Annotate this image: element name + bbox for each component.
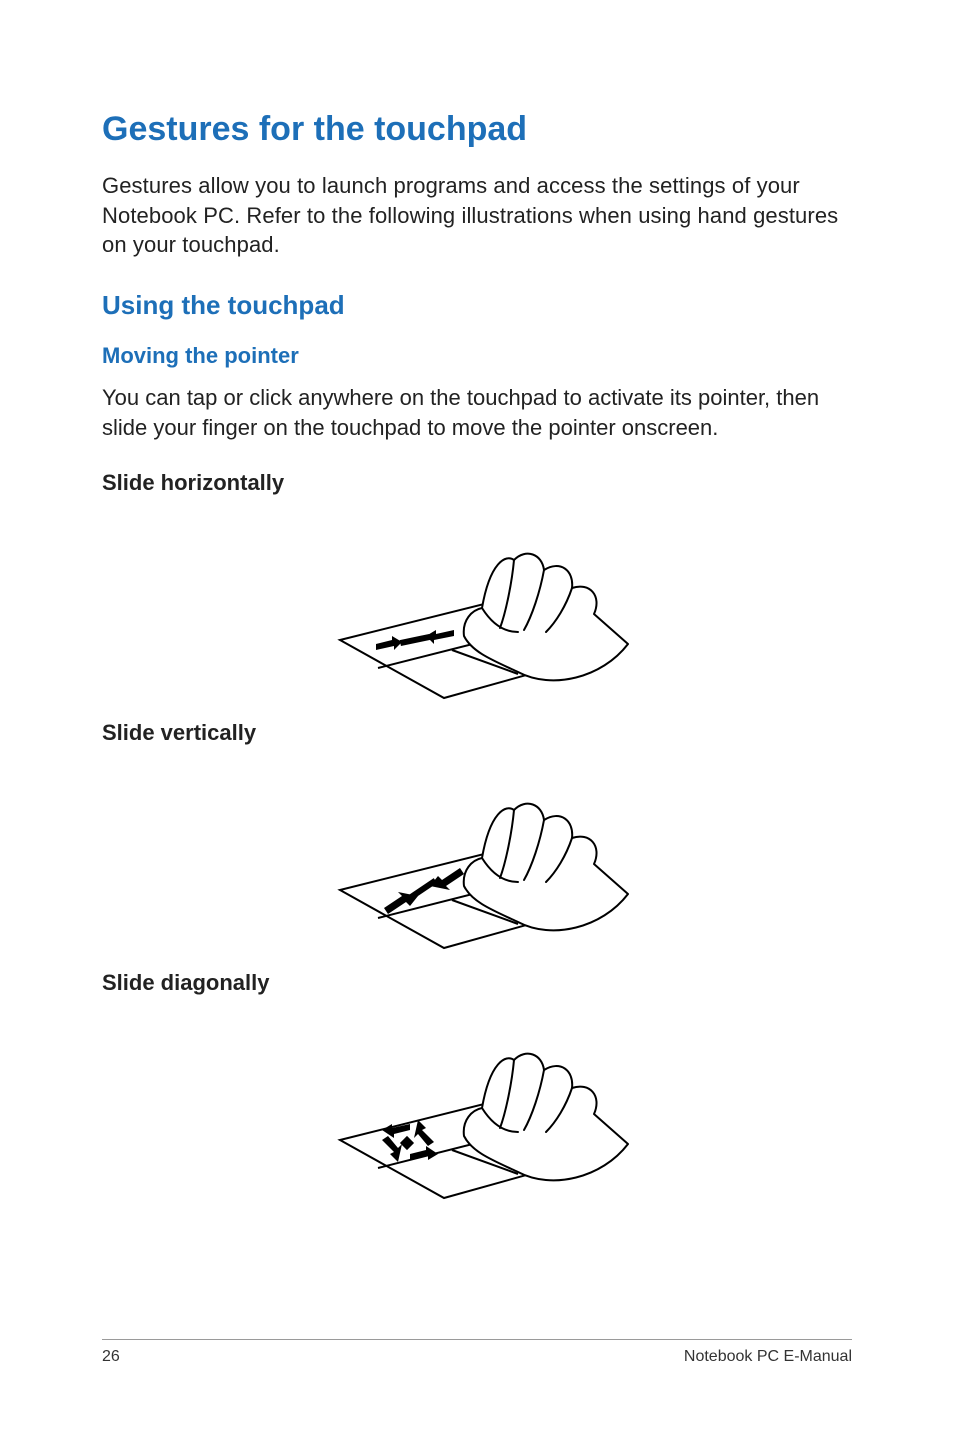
subsection-body: You can tap or click anywhere on the tou… [102,383,852,442]
gesture-vertical-illustration [322,752,632,952]
gesture-vertical-label: Slide vertically [102,720,852,746]
page-title: Gestures for the touchpad [102,110,852,149]
gesture-vertical: Slide vertically [102,720,852,952]
gesture-horizontal-illustration [322,502,632,702]
doc-title-footer: Notebook PC E-Manual [684,1348,852,1366]
gesture-diagonal-label: Slide diagonally [102,970,852,996]
section-heading-using-touchpad: Using the touchpad [102,290,852,321]
gesture-horizontal: Slide horizontally [102,470,852,702]
gesture-horizontal-label: Slide horizontally [102,470,852,496]
subsection-heading-moving-pointer: Moving the pointer [102,343,852,369]
page-number: 26 [102,1348,120,1366]
gesture-diagonal: Slide diagonally [102,970,852,1202]
page-footer: 26 Notebook PC E-Manual [102,1339,852,1366]
gesture-diagonal-illustration [322,1002,632,1202]
footer-rule [102,1339,852,1340]
intro-paragraph: Gestures allow you to launch programs an… [102,171,852,260]
